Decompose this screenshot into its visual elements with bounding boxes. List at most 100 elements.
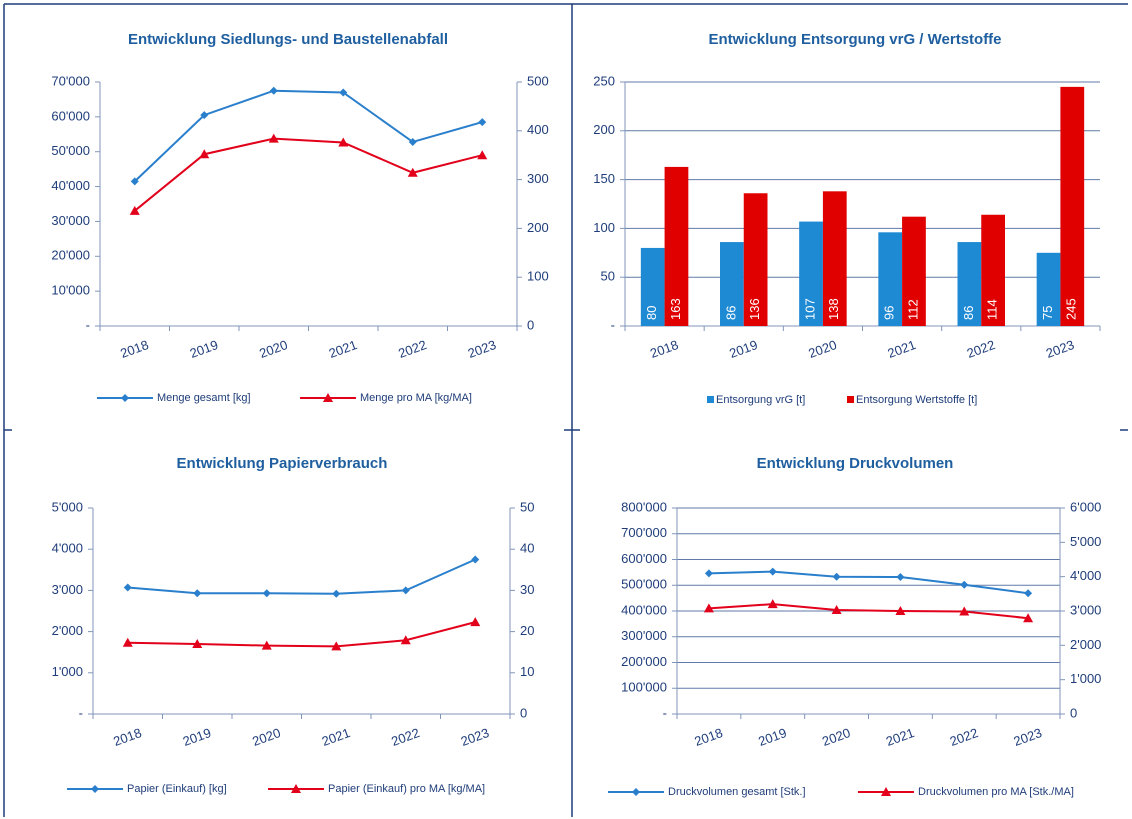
y-tick-label: 30'000 [51, 213, 90, 228]
y-tick-label: 40'000 [51, 178, 90, 193]
marker [130, 177, 139, 186]
legend-label: Papier (Einkauf) pro MA [kg/MA] [328, 783, 485, 795]
series-line [127, 621, 476, 648]
marker [881, 787, 891, 796]
x-tick-label: 2018 [111, 725, 143, 749]
legend-swatch [847, 396, 854, 403]
marker [121, 394, 129, 402]
x-tick-label: 2020 [820, 725, 852, 749]
marker [960, 580, 969, 589]
marker [703, 603, 714, 613]
marker [1024, 589, 1033, 598]
y-tick-label: 500'000 [621, 577, 667, 592]
data-label: 163 [668, 298, 683, 320]
data-label: 136 [747, 298, 762, 320]
marker [632, 788, 640, 796]
x-tick-label: 2021 [886, 337, 918, 361]
y-tick-label: 800'000 [621, 499, 667, 514]
marker [477, 150, 488, 160]
legend-swatch [707, 396, 714, 403]
y-tick-label: 20'000 [51, 248, 90, 263]
y2-tick-label: 500 [527, 73, 549, 88]
x-tick-label: 2022 [389, 725, 421, 749]
y2-tick-label: 0 [520, 705, 527, 720]
bar [1060, 86, 1085, 326]
y2-tick-label: 400 [527, 122, 549, 137]
bar [664, 166, 689, 326]
chart-title: Entwicklung Papierverbrauch [177, 455, 388, 472]
marker [401, 586, 410, 595]
bar [720, 242, 744, 326]
data-label: 245 [1064, 298, 1079, 320]
y-tick-label: 100'000 [621, 680, 667, 695]
y-tick-label: 4'000 [52, 541, 83, 556]
marker [122, 637, 133, 647]
x-tick-label: 2019 [727, 337, 759, 361]
y2-tick-label: 5'000 [1070, 534, 1101, 549]
x-tick-label: 2020 [250, 725, 282, 749]
marker [332, 589, 341, 598]
y2-tick-label: 30 [520, 582, 534, 597]
y-tick-label: 70'000 [51, 73, 90, 88]
bar [1036, 252, 1061, 326]
y2-tick-label: 0 [1070, 705, 1077, 720]
y-tick-label: - [663, 705, 667, 720]
y-tick-label: 50'000 [51, 143, 90, 158]
data-label: 86 [723, 306, 738, 320]
x-tick-label: 2023 [1044, 337, 1076, 361]
data-label: 86 [961, 306, 976, 320]
legend-label: Entsorgung Wertstoffe [t] [856, 394, 977, 406]
series-line [127, 558, 476, 595]
y-tick-label: 200 [593, 122, 615, 137]
marker [91, 785, 99, 793]
y2-tick-label: 4'000 [1070, 568, 1101, 583]
marker [193, 589, 202, 598]
bar [799, 221, 823, 326]
marker [269, 86, 278, 95]
y2-tick-label: 50 [520, 499, 534, 514]
marker [471, 555, 480, 564]
y2-tick-label: 100 [527, 269, 549, 284]
marker [478, 118, 487, 127]
marker [262, 589, 271, 598]
marker [767, 599, 778, 609]
y-tick-label: 600'000 [621, 551, 667, 566]
bar [902, 216, 926, 326]
x-tick-label: 2022 [965, 337, 997, 361]
chart-title: Entwicklung Druckvolumen [757, 455, 954, 472]
marker [268, 133, 279, 143]
y-tick-label: 400'000 [621, 602, 667, 617]
series-line [708, 603, 1029, 620]
y-tick-label: 700'000 [621, 525, 667, 540]
marker [123, 583, 132, 592]
marker [408, 137, 417, 146]
bar [822, 191, 847, 326]
panel-borders [3, 3, 1128, 817]
y-tick-label: 250 [593, 73, 615, 88]
y-tick-label: 1'000 [52, 664, 83, 679]
marker [129, 205, 140, 215]
marker [338, 137, 349, 147]
marker [192, 638, 203, 648]
data-label: 80 [644, 306, 659, 320]
y-tick-label: 50 [601, 269, 615, 284]
x-tick-label: 2021 [320, 725, 352, 749]
y2-tick-label: 200 [527, 220, 549, 235]
legend-label: Druckvolumen pro MA [Stk./MA] [918, 786, 1074, 798]
y-tick-label: 200'000 [621, 654, 667, 669]
x-tick-label: 2020 [257, 337, 289, 361]
x-tick-label: 2019 [188, 337, 220, 361]
marker [400, 635, 411, 645]
bar [743, 193, 768, 326]
y-tick-label: - [86, 317, 90, 332]
y-tick-label: 100 [593, 220, 615, 235]
bar [640, 247, 665, 326]
y-tick-label: 10'000 [51, 283, 90, 298]
y-tick-label: 5'000 [52, 499, 83, 514]
x-tick-label: 2020 [806, 337, 838, 361]
bar [957, 242, 982, 326]
marker [959, 606, 970, 616]
marker [895, 606, 906, 615]
x-tick-label: 2018 [648, 337, 680, 361]
marker [407, 167, 418, 177]
